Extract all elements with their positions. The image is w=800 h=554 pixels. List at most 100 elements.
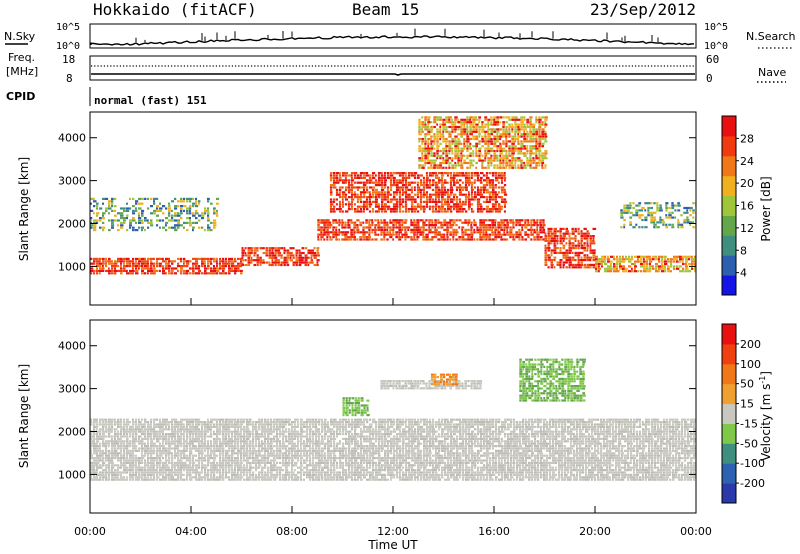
power-cell-6 xyxy=(374,191,378,194)
power-cell-2 xyxy=(491,228,494,231)
velocity-cell-0 xyxy=(213,449,217,452)
power-cell-4 xyxy=(631,255,633,258)
power-cell-4 xyxy=(664,258,667,261)
power-cell-3 xyxy=(544,261,548,264)
power-cell-6 xyxy=(434,188,438,191)
power-cell-2 xyxy=(416,221,420,224)
power-cell-7 xyxy=(478,133,481,136)
velocity-cell-0 xyxy=(252,466,255,469)
power-cell-4 xyxy=(640,260,643,263)
velocity-cell-0 xyxy=(231,464,234,467)
power-cell-6 xyxy=(338,203,342,206)
velocity-cell-0 xyxy=(240,476,244,479)
power-cell-6 xyxy=(494,205,497,208)
velocity-cell-0 xyxy=(192,457,195,460)
power-cell-8 xyxy=(632,214,636,217)
power-cell-3 xyxy=(589,235,593,238)
power-cell-5 xyxy=(156,207,159,210)
power-cell-6 xyxy=(389,179,393,182)
power-cell-7 xyxy=(427,130,431,133)
power-cell-6 xyxy=(458,179,462,182)
power-cell-7 xyxy=(421,128,424,131)
power-cell-7 xyxy=(418,125,421,129)
power-cell-0 xyxy=(195,260,198,263)
velocity-cell-0 xyxy=(150,471,154,474)
velocity-cell-0 xyxy=(111,421,114,424)
velocity-cell-0 xyxy=(90,461,94,464)
velocity-cell-0 xyxy=(144,471,148,474)
velocity-cell-0 xyxy=(255,476,258,479)
power-cell-0 xyxy=(135,269,139,272)
velocity-cell-0 xyxy=(279,428,281,431)
power-cell-6 xyxy=(329,198,333,201)
power-cell-0 xyxy=(165,257,169,260)
power-cell-2 xyxy=(389,233,393,236)
power-cell-2 xyxy=(482,238,485,241)
velocity-cell-0 xyxy=(180,454,183,457)
power-cell-7 xyxy=(514,130,518,133)
velocity-cell-0 xyxy=(108,471,112,474)
power-cell-7 xyxy=(460,152,463,155)
power-cell-6 xyxy=(458,172,463,175)
velocity-cell-0 xyxy=(231,421,234,424)
power-cell-1 xyxy=(298,249,301,252)
power-cell-6 xyxy=(332,208,335,211)
power-cell-7 xyxy=(469,154,472,157)
velocity-cell-0 xyxy=(135,476,139,479)
velocity-cell-0 xyxy=(210,425,213,428)
velocity-cell-0 xyxy=(117,447,120,450)
power-cell-2 xyxy=(506,231,509,234)
power-cell-5 xyxy=(213,219,217,222)
power-cell-2 xyxy=(362,238,365,241)
power-cell-7 xyxy=(457,142,461,145)
power-cell-4 xyxy=(607,258,610,261)
power-cell-6 xyxy=(371,172,376,175)
velocity-cell-0 xyxy=(156,430,160,433)
power-cell-6 xyxy=(368,198,371,201)
velocity-cell-0 xyxy=(159,473,162,476)
power-cell-2 xyxy=(350,228,354,231)
power-colorbar-segment xyxy=(722,155,736,177)
power-cell-4 xyxy=(652,267,655,270)
power-cell-0 xyxy=(96,267,98,270)
power-cell-5 xyxy=(156,219,159,222)
velocity-cell-0 xyxy=(108,433,111,436)
power-cell-6 xyxy=(482,179,487,182)
power-cell-1 xyxy=(274,256,278,259)
power-cell-5 xyxy=(174,226,177,229)
power-cell-8 xyxy=(647,206,651,210)
power-cell-7 xyxy=(487,130,490,133)
power-cell-0 xyxy=(120,272,123,275)
velocity-cell-0 xyxy=(135,447,137,450)
power-cell-7 xyxy=(457,159,460,162)
power-cell-6 xyxy=(329,176,333,179)
power-cell-6 xyxy=(491,174,495,177)
power-cell-7 xyxy=(436,149,439,153)
power-cell-7 xyxy=(538,159,542,162)
power-cell-8 xyxy=(623,218,626,222)
power-cell-3 xyxy=(580,247,584,250)
power-cell-3 xyxy=(565,227,568,230)
power-cell-7 xyxy=(523,123,526,126)
power-cell-7 xyxy=(529,149,533,153)
power-cell-3 xyxy=(583,254,586,257)
power-cell-2 xyxy=(347,231,350,234)
power-cell-7 xyxy=(442,147,446,150)
power-cell-4 xyxy=(595,270,599,273)
power-cell-2 xyxy=(326,231,330,234)
velocity-cell-0 xyxy=(147,478,151,481)
power-cell-7 xyxy=(511,123,514,126)
power-cell-7 xyxy=(418,133,422,136)
power-cell-6 xyxy=(482,200,487,203)
power-cell-2 xyxy=(515,233,519,236)
power-cell-5 xyxy=(141,197,144,200)
power-cell-7 xyxy=(430,121,433,124)
power-cell-0 xyxy=(126,265,129,268)
velocity-cell-0 xyxy=(105,469,108,472)
power-cell-3 xyxy=(577,230,580,233)
power-cell-0 xyxy=(225,265,228,268)
power-cell-7 xyxy=(523,154,527,157)
power-cell-8 xyxy=(620,214,624,217)
power-cell-3 xyxy=(550,249,554,252)
velocity-cell-0 xyxy=(195,437,199,440)
